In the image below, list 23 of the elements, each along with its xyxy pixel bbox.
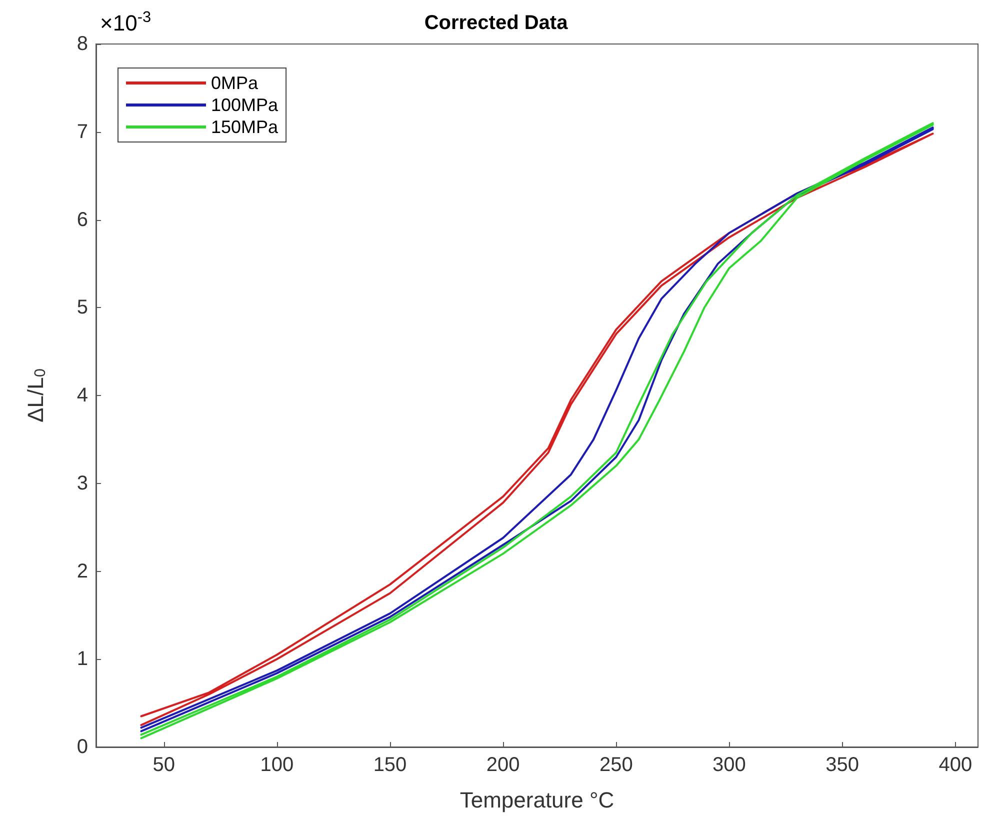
y-tick-label: 4 (76, 384, 88, 406)
x-tick-label: 350 (826, 754, 859, 776)
y-tick-label: 0 (76, 736, 88, 758)
x-tick-label: 400 (938, 754, 972, 776)
legend-label: 150MPa (211, 117, 280, 137)
legend-label: 100MPa (211, 95, 280, 115)
y-tick-label: 5 (76, 296, 88, 319)
x-tick-label: 50 (152, 754, 175, 776)
x-tick-label: 200 (486, 754, 520, 776)
x-tick-label: 300 (712, 754, 746, 776)
x-tick-label: 100 (260, 754, 294, 776)
chart-title: Corrected Data (424, 12, 569, 34)
y-tick-label: 6 (76, 208, 88, 231)
y-tick-label: 7 (76, 120, 88, 143)
x-axis-title: Temperature °C (460, 788, 614, 812)
legend-label: 0MPa (211, 73, 260, 93)
x-tick-label: 150 (373, 754, 407, 776)
y-tick-label: 2 (76, 560, 88, 582)
x-tick-label: 250 (599, 754, 633, 776)
y-axis-title: ΔL/L0 (23, 368, 49, 422)
y-tick-label: 8 (76, 33, 88, 55)
y-tick-label: 3 (76, 472, 88, 494)
y-tick-label: 1 (76, 648, 88, 670)
